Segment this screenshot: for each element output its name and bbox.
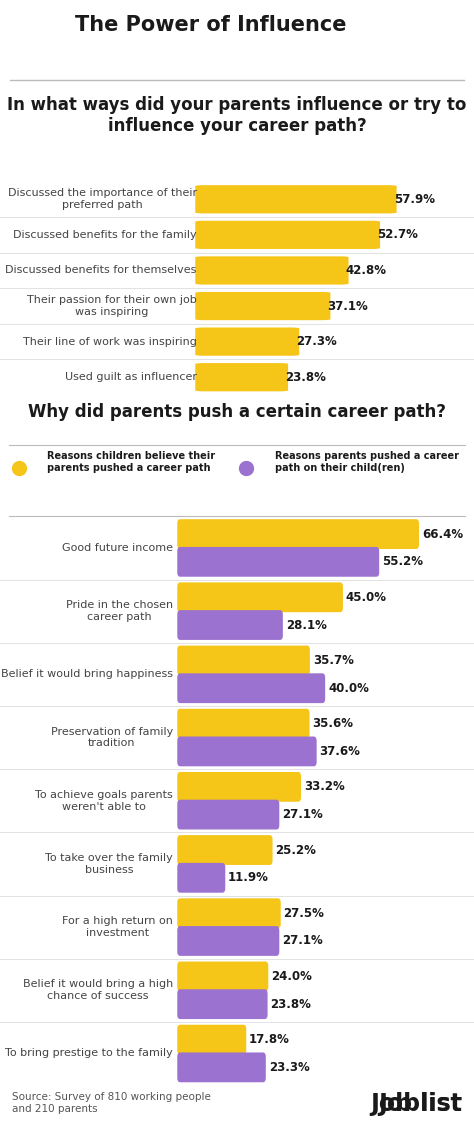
Text: Used guilt as influencer: Used guilt as influencer (65, 372, 197, 382)
Text: 25.2%: 25.2% (275, 843, 316, 857)
Text: For a high return on
investment: For a high return on investment (62, 916, 173, 938)
Text: Job list: Job list (370, 1093, 462, 1117)
FancyBboxPatch shape (177, 772, 301, 802)
Text: 27.5%: 27.5% (283, 907, 324, 920)
Text: Their line of work was inspiring: Their line of work was inspiring (23, 336, 197, 347)
Text: To achieve goals parents
weren't able to: To achieve goals parents weren't able to (35, 789, 173, 811)
FancyBboxPatch shape (177, 645, 310, 675)
Text: To bring prestige to the family: To bring prestige to the family (5, 1049, 173, 1058)
Text: 28.1%: 28.1% (286, 619, 327, 631)
Text: 27.1%: 27.1% (282, 808, 323, 821)
Text: 52.7%: 52.7% (377, 229, 418, 241)
Text: Discussed benefits for themselves: Discussed benefits for themselves (5, 265, 197, 276)
FancyBboxPatch shape (177, 737, 317, 766)
Text: Preservation of family
tradition: Preservation of family tradition (51, 726, 173, 748)
FancyBboxPatch shape (177, 835, 273, 865)
Text: 37.6%: 37.6% (319, 745, 360, 758)
Text: Discussed the importance of their
preferred path: Discussed the importance of their prefer… (8, 189, 197, 210)
Text: Belief it would bring a high
chance of success: Belief it would bring a high chance of s… (23, 979, 173, 1001)
Text: 35.6%: 35.6% (312, 717, 353, 730)
FancyBboxPatch shape (177, 519, 419, 549)
FancyBboxPatch shape (195, 327, 299, 356)
Text: Their passion for their own job
was inspiring: Their passion for their own job was insp… (27, 295, 197, 317)
FancyBboxPatch shape (177, 990, 267, 1019)
Text: The Power of Influence: The Power of Influence (75, 15, 346, 35)
FancyBboxPatch shape (177, 800, 279, 829)
Text: Reasons children believe their
parents pushed a career path: Reasons children believe their parents p… (47, 452, 216, 472)
Text: 23.8%: 23.8% (270, 998, 311, 1010)
Text: Why did parents push a certain career path?: Why did parents push a certain career pa… (28, 404, 446, 421)
FancyBboxPatch shape (177, 582, 343, 612)
Text: 23.3%: 23.3% (269, 1060, 310, 1074)
FancyBboxPatch shape (177, 1025, 246, 1055)
Text: 11.9%: 11.9% (228, 872, 269, 884)
FancyBboxPatch shape (195, 256, 348, 285)
Text: 40.0%: 40.0% (328, 682, 369, 694)
Text: 35.7%: 35.7% (313, 654, 354, 667)
FancyBboxPatch shape (177, 961, 268, 992)
Text: Source: Survey of 810 working people
and 210 parents: Source: Survey of 810 working people and… (12, 1093, 211, 1113)
FancyBboxPatch shape (195, 292, 330, 320)
Text: Reasons parents pushed a career
path on their child(ren): Reasons parents pushed a career path on … (275, 452, 459, 472)
Text: 17.8%: 17.8% (249, 1033, 290, 1046)
Text: 55.2%: 55.2% (382, 555, 423, 569)
Text: 66.4%: 66.4% (422, 527, 463, 541)
Text: Pride in the chosen
career path: Pride in the chosen career path (66, 601, 173, 622)
Text: 57.9%: 57.9% (394, 193, 435, 206)
FancyBboxPatch shape (177, 547, 379, 577)
Text: To take over the family
business: To take over the family business (45, 853, 173, 875)
FancyBboxPatch shape (177, 674, 325, 704)
Text: Good future income: Good future income (62, 543, 173, 553)
FancyBboxPatch shape (177, 898, 281, 928)
Text: 27.1%: 27.1% (282, 935, 323, 947)
Text: 33.2%: 33.2% (304, 780, 345, 793)
Text: Discussed benefits for the family: Discussed benefits for the family (13, 230, 197, 240)
Text: 27.3%: 27.3% (296, 335, 337, 348)
FancyBboxPatch shape (177, 1052, 266, 1082)
FancyBboxPatch shape (177, 709, 310, 739)
Text: Belief it would bring happiness: Belief it would bring happiness (1, 669, 173, 680)
FancyBboxPatch shape (177, 927, 279, 956)
Text: In what ways did your parents influence or try to
influence your career path?: In what ways did your parents influence … (7, 96, 467, 135)
FancyBboxPatch shape (177, 863, 225, 892)
FancyBboxPatch shape (195, 185, 397, 214)
Text: 24.0%: 24.0% (271, 970, 312, 983)
Text: 23.8%: 23.8% (285, 371, 326, 383)
Text: 45.0%: 45.0% (346, 590, 387, 604)
Text: 37.1%: 37.1% (328, 300, 368, 312)
FancyBboxPatch shape (177, 610, 283, 639)
Text: Joblist: Joblist (378, 1093, 462, 1117)
FancyBboxPatch shape (195, 221, 380, 249)
FancyBboxPatch shape (195, 363, 288, 391)
Text: 42.8%: 42.8% (346, 264, 387, 277)
